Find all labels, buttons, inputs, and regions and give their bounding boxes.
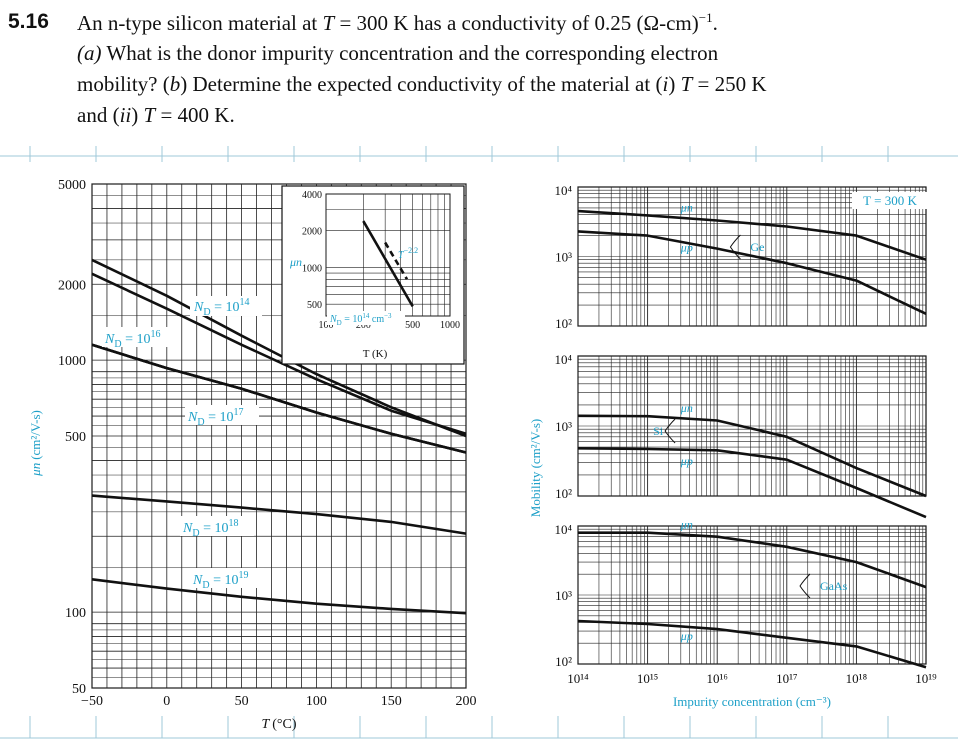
label-nd-1e14: ND = 1014 xyxy=(190,296,262,318)
inset-x-label: T (K) xyxy=(363,348,388,360)
label-mu-p: μp xyxy=(680,454,693,468)
left-curve-series-5 xyxy=(91,578,467,615)
svg-text:ND = 1016: ND = 1016 xyxy=(104,329,160,350)
panel-y-tick-label: 10³ xyxy=(555,419,572,434)
panel-ge: 10² 10³ 10⁴ μn μp Ge xyxy=(554,183,927,331)
svg-text:ND = 1017: ND = 1017 xyxy=(187,407,243,428)
left-curve-series-1 xyxy=(91,272,467,436)
panel-si: 10² 10³ 10⁴ μn μp Si xyxy=(554,352,927,519)
right-x-tick-label: 10¹⁹ xyxy=(915,671,937,686)
right-x-axis-label: Impurity concentration (cm⁻³) xyxy=(673,694,831,709)
material-brace xyxy=(664,418,676,444)
svg-text:ND = 1018: ND = 1018 xyxy=(182,518,238,539)
right-y-axis-label: Mobility (cm²/V-s) xyxy=(528,419,543,517)
problem-line-2: (a) What is the donor impurity concentra… xyxy=(77,41,719,65)
left-x-tick-label: 150 xyxy=(381,694,402,709)
right-x-tick-label: 10¹⁴ xyxy=(567,671,589,686)
problem-statement: 5.16 An n-type silicon material at T = 3… xyxy=(0,0,958,140)
right-x-tick-label: 10¹⁵ xyxy=(637,671,658,686)
printer-guide-marks xyxy=(0,146,958,739)
left-y-tick-label: 100 xyxy=(65,606,86,621)
panel-y-tick-label: 10⁴ xyxy=(554,352,572,367)
inset-x-tick-label: 100 xyxy=(319,320,334,331)
inset-y-tick-label: 2000 xyxy=(302,227,322,238)
panel-y-tick-label: 10² xyxy=(555,486,572,501)
left-curves xyxy=(91,258,467,615)
curve-mu-p-gaas xyxy=(577,619,927,669)
problem-line-1: An n-type silicon material at T = 300 K … xyxy=(77,10,718,35)
inset-y-tick-label: 4000 xyxy=(302,190,322,201)
inset-doping-label: ND = 1014 cm−3 xyxy=(327,311,405,327)
svg-text:ND = 1014: ND = 1014 xyxy=(193,297,249,318)
label-mu-p: μp xyxy=(680,241,693,255)
inset-chart: 100 200 500 1000 500 1000 2000 4000 T−2.2 ND = … xyxy=(281,185,465,365)
svg-text:ND = 1019: ND = 1019 xyxy=(192,570,248,591)
right-x-tick-label: 10¹⁸ xyxy=(846,671,868,686)
left-y-tick-label: 500 xyxy=(65,430,86,445)
inset-x-tick-label: 1000 xyxy=(440,320,460,331)
panel-y-tick-label: 10² xyxy=(555,654,572,669)
inset-y-tick-label: 500 xyxy=(307,300,322,311)
left-x-tick-label: 0 xyxy=(163,694,170,709)
left-x-tick-label: −50 xyxy=(81,694,103,709)
inset-x-tick-label: 200 xyxy=(356,320,371,331)
inset-y-label: μn xyxy=(289,255,302,269)
left-curve-series-3 xyxy=(91,343,467,454)
label-nd-1e16: ND = 1016 xyxy=(102,327,178,350)
left-y-tick-label: 1000 xyxy=(58,354,86,369)
panel-y-tick-label: 10² xyxy=(555,316,572,331)
panel-gaas: 10² 10³ 10⁴ μn μp GaAs xyxy=(554,518,927,669)
material-brace xyxy=(729,234,741,260)
label-material: Ge xyxy=(750,240,764,254)
inset-dashed-line xyxy=(384,241,409,280)
right-x-tick-label: 10¹⁷ xyxy=(776,671,797,686)
problem-line-3: mobility? (b) Determine the expected con… xyxy=(77,72,767,96)
material-brace xyxy=(799,573,811,599)
label-material: Si xyxy=(653,424,664,438)
inset-solid-line xyxy=(362,220,414,307)
left-x-tick-label: 50 xyxy=(235,694,249,709)
label-nd-1e19: ND = 1019 xyxy=(190,568,264,591)
left-x-axis-label: T (°C) xyxy=(261,717,296,732)
inset-exponent-label: T−2.2 xyxy=(398,246,418,261)
label-mu-n: μn xyxy=(680,401,693,415)
left-x-tick-label: 200 xyxy=(456,694,477,709)
label-mu-n: μn xyxy=(680,200,693,214)
label-mu-p: μp xyxy=(680,629,693,643)
svg-text:ND = 1014 cm−3: ND = 1014 cm−3 xyxy=(329,312,392,327)
svg-text:T = 300 K: T = 300 K xyxy=(863,193,917,208)
curve-mu-n-gaas xyxy=(578,531,927,589)
inset-x-tick-label: 500 xyxy=(405,320,420,331)
left-curve-series-4 xyxy=(91,494,467,535)
label-nd-1e17: ND = 1017 xyxy=(185,405,259,428)
inset-y-tick-label: 1000 xyxy=(302,263,322,274)
left-y-tick-label: 2000 xyxy=(58,278,86,293)
mobility-vs-temperature-chart: −50 0 50 100 150 200 50 100 500 1000 2000 5000 ND =… xyxy=(28,178,477,732)
right-x-tick-label: 10¹⁶ xyxy=(706,671,727,686)
left-tick-labels: −50 0 50 100 150 200 50 100 500 1000 2000 5000 xyxy=(58,178,477,709)
panel-y-tick-label: 10⁴ xyxy=(554,183,572,198)
label-nd-1e18: ND = 1018 xyxy=(180,516,254,539)
left-curve-series-0 xyxy=(91,258,467,438)
left-x-tick-label: 100 xyxy=(306,694,327,709)
right-x-tick-labels: 10¹⁴ 10¹⁵ 10¹⁶ 10¹⁷ 10¹⁸ 10¹⁹ xyxy=(567,671,937,686)
left-y-axis-label: μn(cm²/V-s) xyxy=(28,410,43,477)
left-y-tick-label: 50 xyxy=(72,682,86,697)
panel-y-tick-label: 10³ xyxy=(555,250,572,265)
problem-number: 5.16 xyxy=(8,10,49,33)
left-y-tick-label: 5000 xyxy=(58,178,86,193)
curve-mu-n-ge xyxy=(577,209,927,261)
curve-mu-p-ge xyxy=(577,230,927,315)
mobility-figure: −50 0 50 100 150 200 50 100 500 1000 2000 5000 ND =… xyxy=(0,146,958,739)
label-mu-n: μn xyxy=(680,518,693,532)
label-material: GaAs xyxy=(820,579,848,593)
curve-mu-n-si xyxy=(577,414,927,498)
curve-mu-p-si xyxy=(577,447,927,519)
mobility-vs-impurity-chart: 10² 10³ 10⁴ μn μp Ge 10² 10³ 10⁴ μn μp Si 10² 10³ 10⁴ μ… xyxy=(528,183,937,709)
temperature-label: T = 300 K xyxy=(852,192,928,209)
panel-y-tick-label: 10³ xyxy=(555,588,572,603)
problem-line-4: and (ii) T = 400 K. xyxy=(77,103,235,127)
panel-y-tick-label: 10⁴ xyxy=(554,522,572,537)
